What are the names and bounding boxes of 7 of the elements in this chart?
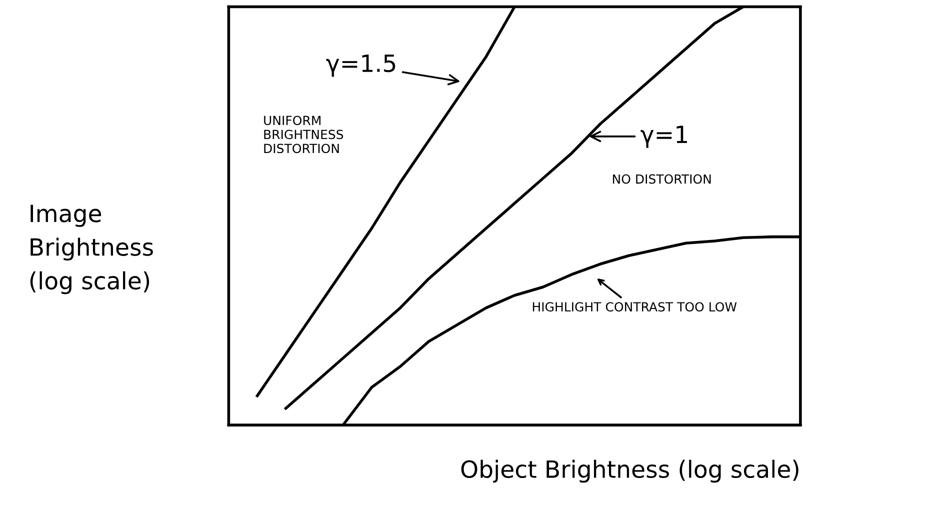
y-axis-title: Image Brightness (log scale) — [30, 204, 153, 294]
x-axis-title: Object Brightness (log scale) — [461, 460, 798, 483]
annotation: HIGHLIGHT CONTRAST TOO LOW — [532, 302, 737, 312]
annotation: NO DISTORTION — [612, 174, 711, 184]
annotation: γ=1.5 — [326, 54, 396, 77]
annotation: γ=1 — [640, 126, 687, 148]
annotation: UNIFORM BRIGHTNESS DISTORTION — [264, 116, 344, 154]
